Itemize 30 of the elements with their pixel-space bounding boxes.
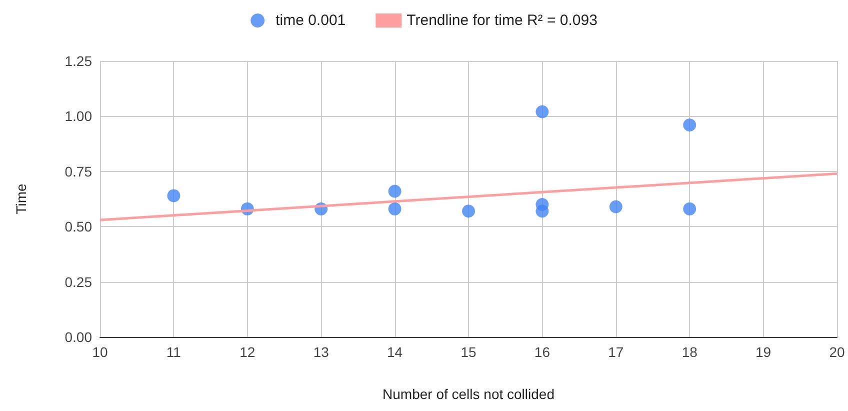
x-tick-label: 16 — [534, 344, 550, 360]
x-tick-label: 12 — [240, 344, 256, 360]
point — [462, 204, 475, 218]
point — [536, 204, 549, 218]
point — [167, 189, 180, 202]
x-tick-label: 15 — [460, 344, 476, 360]
legend-label: Trendline for time R² = 0.093 — [406, 12, 598, 29]
x-tick-label: 18 — [682, 344, 698, 360]
x-tick-label: 17 — [608, 344, 624, 360]
point — [388, 184, 402, 198]
y-tick-label: 0.75 — [64, 163, 92, 180]
point — [536, 105, 549, 118]
y-axis-title: Time — [13, 183, 29, 214]
x-tick-label: 20 — [829, 344, 845, 360]
y-tick-label: 1.25 — [64, 53, 92, 69]
point — [683, 202, 696, 216]
y-tick-label: 0.00 — [64, 329, 92, 345]
x-tick-label: 13 — [313, 344, 330, 360]
point — [683, 118, 696, 132]
point — [609, 200, 622, 214]
y-tick-label: 0.25 — [64, 274, 92, 290]
y-tick-label: 0.50 — [64, 218, 92, 235]
x-tick-label: 19 — [756, 344, 772, 360]
x-tick-label: 10 — [92, 344, 108, 360]
x-axis-title: Number of cells not collided — [382, 386, 554, 402]
x-tick-label: 14 — [387, 344, 403, 360]
y-tick-label: 1.00 — [64, 108, 92, 124]
legend-label: time 0.001 — [276, 12, 346, 29]
x-tick-label: 11 — [166, 344, 182, 360]
point — [388, 202, 402, 216]
